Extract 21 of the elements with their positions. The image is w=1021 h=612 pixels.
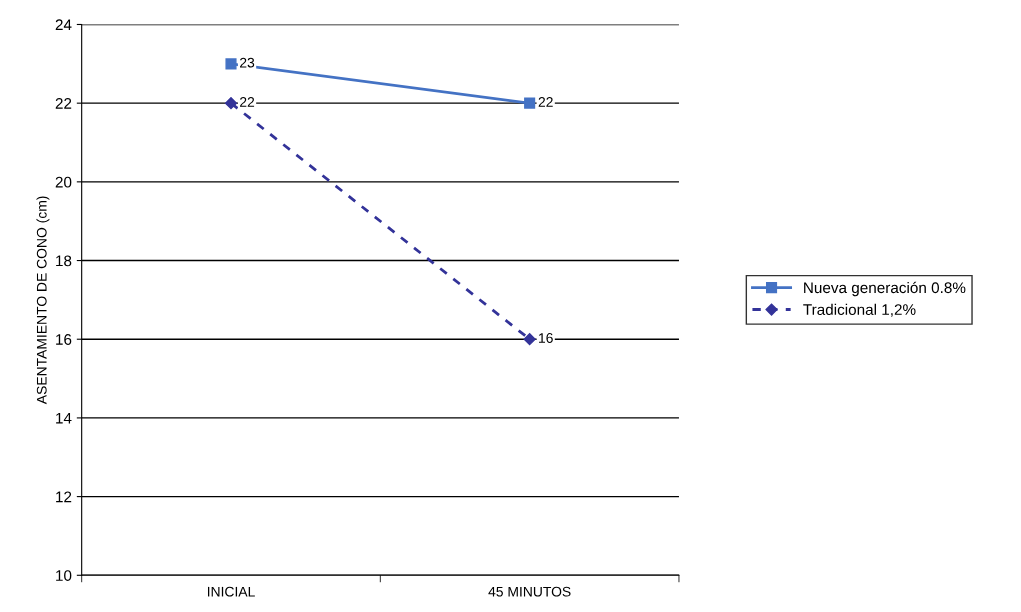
data-label: 22	[240, 97, 255, 107]
y-tick-label: 16	[56, 334, 72, 345]
data-label: 22	[538, 97, 553, 107]
y-axis-title: ASENTAMIENTO DE CONO (cm)	[36, 196, 50, 405]
x-tick-label: INICIAL	[207, 586, 255, 597]
y-tick-label: 18	[56, 255, 72, 267]
point	[523, 333, 536, 346]
data-label: 16	[539, 333, 553, 343]
y-tick-label: 14	[56, 412, 72, 424]
point	[524, 97, 536, 109]
x-tick-label: 45 MINUTOS	[488, 586, 571, 597]
legend-label: Tradicional 1,2%	[803, 303, 916, 317]
point	[224, 97, 238, 110]
legend-label: Nueva generación 0.8%	[804, 281, 966, 297]
y-tick-label: 12	[56, 491, 72, 503]
y-tick-label: 20	[55, 176, 72, 188]
point	[225, 58, 237, 70]
y-tick-label: 22	[55, 98, 72, 109]
y-tick-label: 10	[56, 570, 72, 581]
data-label: 23	[240, 57, 255, 68]
y-tick-label: 24	[55, 19, 72, 31]
